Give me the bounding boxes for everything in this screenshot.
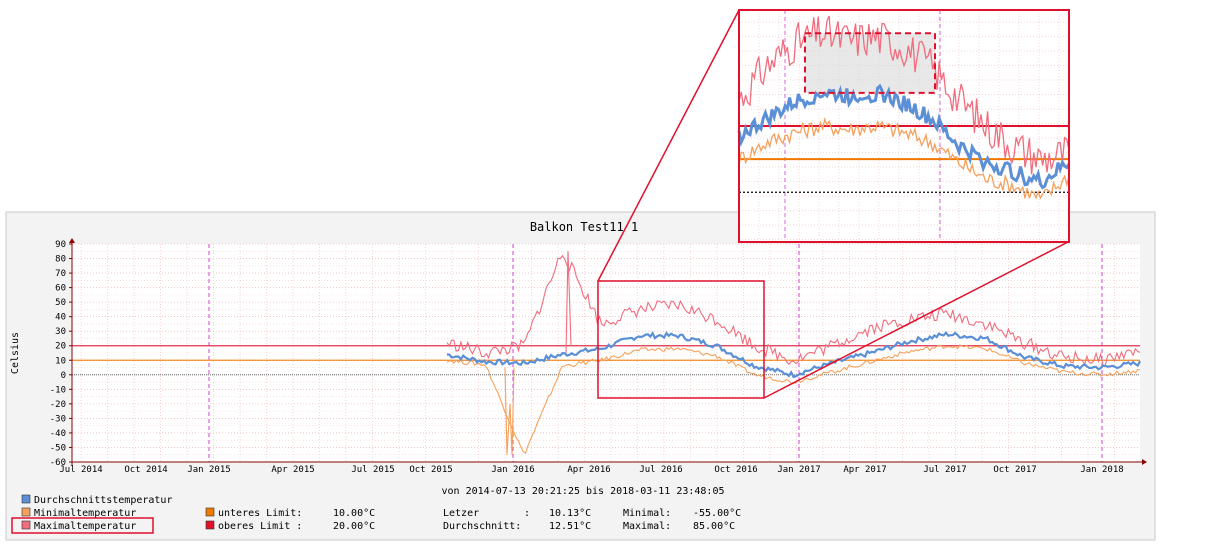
- x-tick-label: Oct 2016: [714, 465, 757, 475]
- y-tick-label: 0: [61, 371, 66, 381]
- x-tick-label: Jul 2017: [923, 465, 966, 475]
- legend-limit-label: oberes Limit :: [218, 521, 302, 532]
- x-tick-label: Apr 2015: [271, 465, 314, 475]
- y-tick-label: 90: [55, 240, 66, 250]
- stat-durchschnitt-label: Durchschnitt:: [443, 521, 521, 532]
- y-tick-label: 20: [55, 342, 66, 352]
- inset-border: [738, 9, 1070, 243]
- zoom-source-box: [597, 280, 765, 399]
- inset-series-Minimaltemperatur: [738, 116, 1070, 200]
- series-line-Maximaltemperatur: [446, 254, 1141, 367]
- x-tick-label: Oct 2015: [409, 465, 452, 475]
- inset-series-Maximaltemperatur: [738, 15, 1070, 175]
- legend-swatch: [21, 494, 31, 504]
- stat-letzer-label: Letzer: [443, 508, 479, 519]
- legend-limit-value: 10.00°C: [333, 508, 375, 519]
- legend-limit-value: 20.00°C: [333, 521, 375, 532]
- legend: Durchschnittstemperatur Minimaltemperatur…: [11, 494, 375, 534]
- y-tick-label: -10: [50, 385, 66, 395]
- legend-limit-label: unteres Limit:: [218, 508, 302, 519]
- x-tick-label: Apr 2016: [567, 465, 610, 475]
- x-tick-label: Jan 2015: [187, 465, 230, 475]
- inset-highlight-fill: [805, 33, 935, 93]
- legend-label: Durchschnittstemperatur: [34, 495, 172, 506]
- y-axis-arrow: [69, 238, 75, 243]
- stat-minimal-value: -55.00°C: [693, 508, 741, 519]
- legend-limit-swatch: [205, 520, 215, 530]
- stat-maximal-label: Maximal:: [623, 521, 671, 532]
- x-tick-label: Jul 2016: [639, 465, 682, 475]
- x-tick-label: Oct 2014: [124, 465, 167, 475]
- legend-highlight-box: [11, 517, 154, 534]
- series-max-spike: [565, 251, 572, 354]
- legend-label: Maximaltemperatur: [34, 521, 136, 532]
- y-tick-label: 10: [55, 356, 66, 366]
- y-tick-label: -50: [50, 443, 66, 453]
- y-tick-label: 30: [55, 327, 66, 337]
- y-tick-label: 50: [55, 298, 66, 308]
- legend-limit-swatch: [205, 507, 215, 517]
- chart-title: Balkon Test11 1: [530, 220, 638, 234]
- y-tick-label: -20: [50, 400, 66, 410]
- y-tick-label: 70: [55, 269, 66, 279]
- y-tick-label: 60: [55, 284, 66, 294]
- y-axis-label: Celsius: [10, 332, 21, 374]
- x-tick-label: Jan 2017: [777, 465, 820, 475]
- zoom-inset: [737, 9, 1071, 243]
- stat-letzer-value: 10.13°C: [549, 508, 591, 519]
- y-tick-label: -60: [50, 458, 66, 468]
- y-tick-label: -40: [50, 429, 66, 439]
- stat-maximal-value: 85.00°C: [693, 521, 735, 532]
- series-line-Durchschnittstemperatur: [446, 330, 1141, 379]
- axes: 9080706050403020100-10-20-30-40-50-60Jul…: [50, 238, 1147, 475]
- date-range-text: von 2014-07-13 20:21:25 bis 2018-03-11 2…: [442, 486, 725, 497]
- stat-minimal-label: Minimal:: [623, 508, 671, 519]
- x-tick-label: Jul 2014: [59, 465, 102, 475]
- x-tick-label: Apr 2017: [843, 465, 886, 475]
- x-tick-label: Oct 2017: [993, 465, 1036, 475]
- x-tick-label: Jan 2016: [491, 465, 534, 475]
- inset-highlight-box: [804, 32, 936, 94]
- legend-swatch: [21, 507, 31, 517]
- x-tick-label: Jul 2015: [351, 465, 394, 475]
- series-min-spike: [504, 367, 515, 455]
- y-tick-label: 40: [55, 313, 66, 323]
- y-tick-label: -30: [50, 414, 66, 424]
- inset-series-Durchschnittstemperatur: [737, 83, 1071, 190]
- x-axis-arrow: [1142, 459, 1147, 465]
- zoom-connector-top: [597, 9, 740, 282]
- stat-durchschnitt-value: 12.51°C: [549, 521, 591, 532]
- legend-label: Minimaltemperatur: [34, 508, 136, 519]
- zoom-connector-bottom: [763, 241, 1069, 399]
- y-tick-label: 80: [55, 255, 66, 265]
- x-tick-label: Jan 2018: [1080, 465, 1123, 475]
- legend-swatch: [21, 520, 31, 530]
- stat-letzer-colon: :: [524, 508, 530, 519]
